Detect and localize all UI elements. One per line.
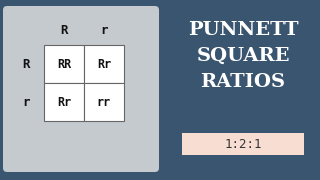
Bar [44,45,84,83]
Text: Rr: Rr [57,96,71,109]
Bar [84,45,124,83]
Text: RR: RR [57,57,71,71]
Bar [182,133,304,155]
FancyBboxPatch shape [3,6,159,172]
Text: Rr: Rr [97,57,111,71]
Bar [44,83,84,121]
Text: 1:2:1: 1:2:1 [224,138,262,150]
Text: R: R [22,57,30,71]
Text: r: r [22,96,30,109]
Text: rr: rr [97,96,111,109]
Text: R: R [60,24,68,37]
Text: PUNNETT: PUNNETT [188,21,298,39]
Text: SQUARE: SQUARE [196,47,290,65]
Bar [84,83,124,121]
Text: r: r [100,24,108,37]
Text: RATIOS: RATIOS [201,73,285,91]
